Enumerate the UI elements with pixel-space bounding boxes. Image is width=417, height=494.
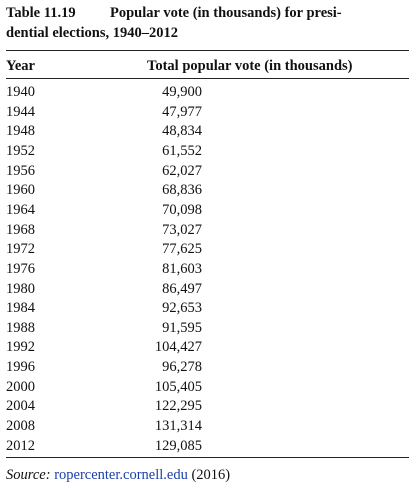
year-cell: 1968 [6,221,35,238]
year-cell: 1948 [6,123,35,140]
vote-cell: 61,552 [162,142,202,159]
year-cell: 1940 [6,84,35,100]
vote-cell: 48,834 [162,123,202,140]
vote-cell: 81,603 [162,260,202,277]
vote-cell: 49,900 [162,84,202,100]
vote-cell: 47,977 [162,103,202,120]
vote-cell: 86,497 [162,280,202,297]
vote-cell: 68,836 [162,182,202,199]
vote-cell: 96,278 [162,359,202,376]
title-line: Popular vote (in thousands) for presi- [110,5,342,21]
top-rule [6,50,409,51]
vote-cell: 73,027 [162,221,202,238]
vote-cell: 122,295 [154,398,202,415]
title-line: dential elections, 1940–2012 [6,25,178,41]
vote-cell: 92,653 [162,300,202,317]
column-header: Year [6,58,35,74]
bottom-rule [6,457,409,458]
year-cell: 1980 [6,280,35,297]
year-cell: 2004 [6,398,35,415]
year-cell: 2012 [6,437,35,454]
year-cell: 1996 [6,359,35,376]
year-cell: 1992 [6,339,35,356]
source-note: Source: ropercenter.cornell.edu (2016) [6,466,230,484]
year-cell: 1988 [6,319,35,336]
source-year: (2016) [191,467,231,483]
source-link[interactable]: ropercenter.cornell.edu [54,467,188,483]
vote-cell: 105,405 [154,378,202,395]
year-cell: 2000 [6,378,35,395]
year-cell: 1944 [6,103,35,120]
column-header: Total popular vote (in thousands) [147,58,353,74]
vote-cell: 129,085 [154,437,202,454]
vote-cell: 70,098 [162,201,202,218]
year-cell: 1964 [6,201,35,218]
vote-cell: 62,027 [162,162,202,179]
year-cell: 1960 [6,182,35,199]
year-cell: 1976 [6,260,35,277]
year-cell: 1972 [6,241,35,258]
vote-cell: 91,595 [162,319,202,336]
year-cell: 1952 [6,142,35,159]
year-cell: 1956 [6,162,35,179]
year-cell: 1984 [6,300,35,317]
source-prefix: Source: [6,467,51,483]
header-rule [6,78,409,79]
vote-cell: 131,314 [154,418,202,435]
table-label: Table 11.19 [6,5,76,21]
year-cell: 2008 [6,418,35,435]
vote-cell: 77,625 [162,241,202,258]
vote-cell: 104,427 [154,339,202,356]
